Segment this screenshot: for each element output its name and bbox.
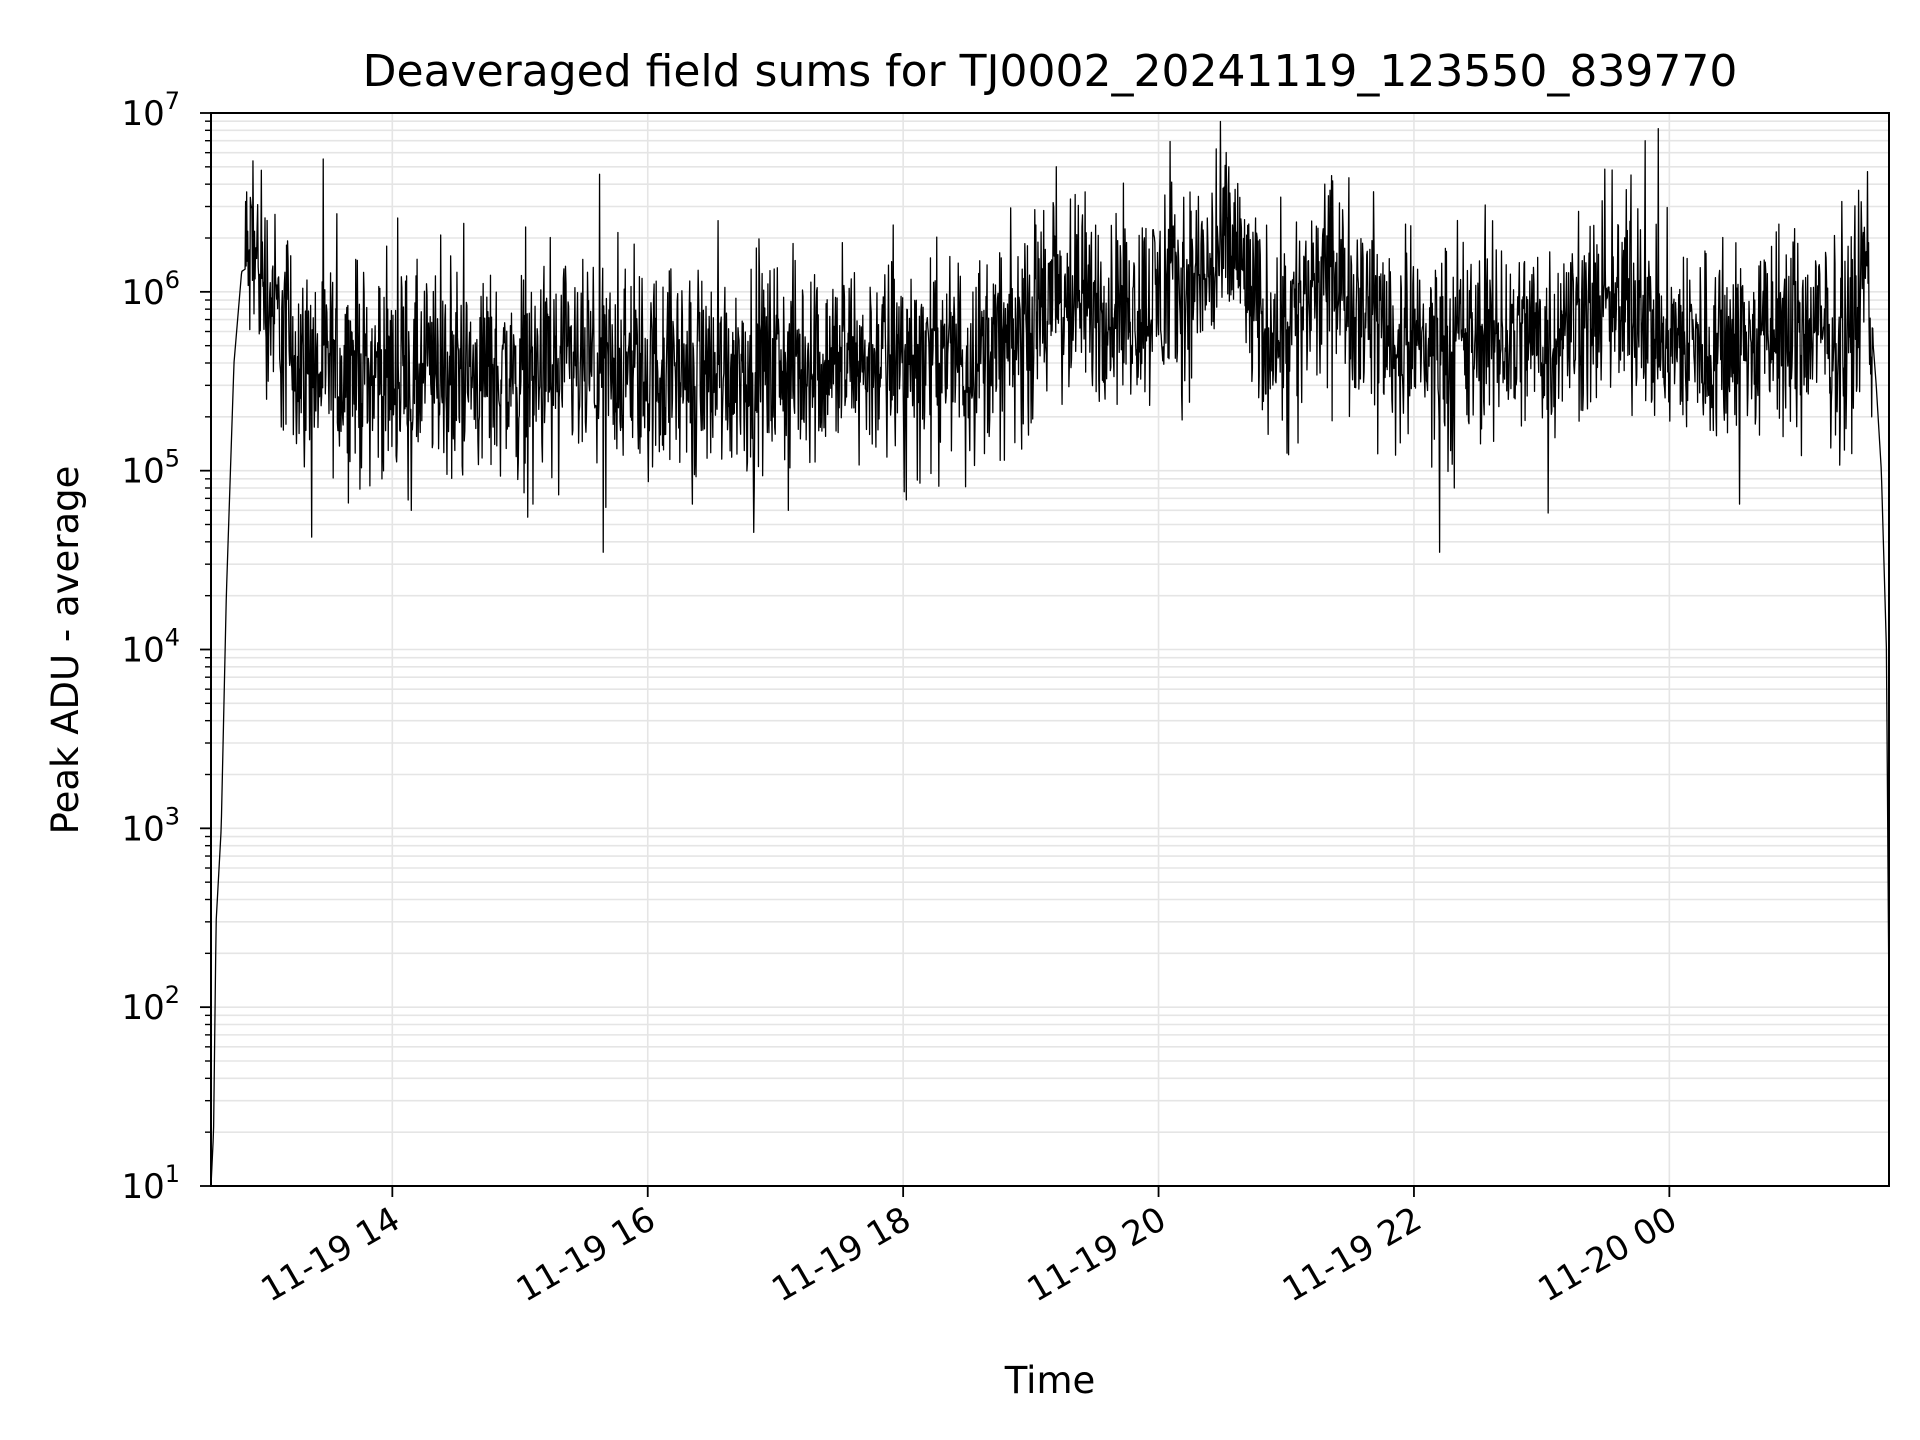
y-tick-label-exponent: 2 bbox=[165, 981, 180, 1009]
data-series bbox=[210, 120, 1890, 1187]
y-tick-label-base: 10 bbox=[121, 631, 164, 671]
y-tick-label-base: 10 bbox=[121, 273, 164, 313]
y-tick-label-base: 10 bbox=[121, 94, 164, 134]
y-tick-label-exponent: 1 bbox=[165, 1160, 180, 1188]
y-tick-label-base: 10 bbox=[121, 1167, 164, 1207]
y-tick-label: 106 bbox=[121, 266, 180, 313]
grid bbox=[211, 112, 1889, 1187]
y-tick-label-base: 10 bbox=[121, 988, 164, 1028]
y-tick-label-exponent: 6 bbox=[165, 266, 180, 294]
y-axis-label: Peak ADU - average bbox=[44, 466, 87, 835]
y-tick-label: 103 bbox=[121, 802, 180, 849]
y-tick-label-exponent: 7 bbox=[165, 87, 180, 115]
y-tick-label-exponent: 4 bbox=[165, 624, 180, 652]
y-tick-label: 105 bbox=[121, 445, 180, 492]
series-line bbox=[210, 120, 1890, 1187]
y-tick-label-base: 10 bbox=[121, 809, 164, 849]
y-tick-label: 101 bbox=[121, 1160, 180, 1207]
chart-title: Deaveraged field sums for TJ0002_2024111… bbox=[363, 46, 1738, 97]
y-tick-label-exponent: 3 bbox=[165, 802, 180, 830]
y-tick-label-base: 10 bbox=[121, 452, 164, 492]
y-tick-label: 107 bbox=[121, 87, 180, 134]
y-tick-label: 102 bbox=[121, 981, 180, 1028]
y-tick-label: 104 bbox=[121, 624, 180, 671]
x-axis-label: Time bbox=[1004, 1359, 1096, 1402]
y-tick-label-exponent: 5 bbox=[165, 445, 180, 473]
